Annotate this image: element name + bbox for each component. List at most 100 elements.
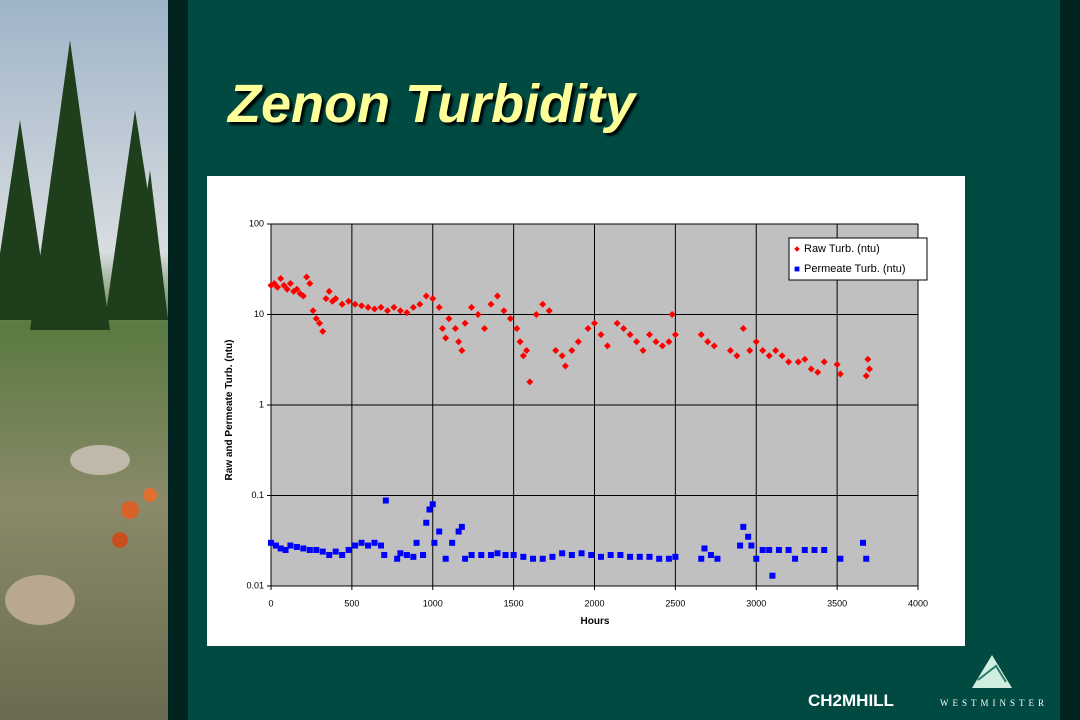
point bbox=[272, 542, 279, 549]
point bbox=[345, 297, 353, 305]
point bbox=[794, 358, 802, 366]
point bbox=[863, 555, 870, 562]
point bbox=[668, 311, 676, 318]
point bbox=[568, 347, 576, 355]
point bbox=[759, 347, 767, 355]
point bbox=[403, 552, 410, 559]
point bbox=[710, 342, 718, 350]
point bbox=[506, 315, 514, 323]
point bbox=[390, 303, 398, 311]
point bbox=[458, 523, 465, 530]
y-tick-label: 10 bbox=[254, 309, 264, 319]
point bbox=[785, 358, 793, 366]
point bbox=[671, 331, 679, 339]
point bbox=[836, 370, 844, 378]
point bbox=[552, 347, 560, 355]
point bbox=[474, 311, 482, 318]
point bbox=[429, 295, 437, 303]
point bbox=[568, 552, 575, 559]
point bbox=[325, 287, 333, 295]
point bbox=[422, 292, 430, 300]
point bbox=[286, 280, 294, 288]
point bbox=[377, 303, 385, 311]
point bbox=[273, 283, 281, 291]
y-tick-label: 0.01 bbox=[246, 580, 264, 590]
point bbox=[468, 303, 476, 311]
point bbox=[584, 325, 592, 333]
point bbox=[707, 552, 714, 559]
point bbox=[513, 325, 521, 333]
marks bbox=[267, 223, 919, 590]
point bbox=[338, 300, 346, 308]
point bbox=[358, 302, 366, 310]
point bbox=[502, 552, 509, 559]
point bbox=[487, 552, 494, 559]
point bbox=[821, 546, 828, 553]
point bbox=[277, 274, 285, 282]
point bbox=[458, 347, 466, 355]
point bbox=[591, 319, 598, 327]
point bbox=[382, 497, 389, 504]
point bbox=[500, 307, 508, 315]
point bbox=[364, 303, 372, 311]
point bbox=[449, 539, 456, 546]
point bbox=[745, 533, 752, 540]
point bbox=[701, 545, 708, 552]
point bbox=[371, 539, 378, 546]
x-tick-label: 4000 bbox=[908, 598, 928, 608]
point bbox=[526, 378, 534, 386]
point bbox=[445, 315, 453, 323]
point bbox=[306, 280, 314, 288]
point bbox=[811, 546, 818, 553]
x-tick-label: 3000 bbox=[746, 598, 766, 608]
x-tick-label: 3500 bbox=[827, 598, 847, 608]
point bbox=[478, 552, 485, 559]
point bbox=[714, 555, 721, 562]
y-axis-label: Raw and Permeate Turb. (ntu) bbox=[224, 340, 235, 481]
point bbox=[282, 546, 289, 553]
point bbox=[468, 552, 475, 559]
x-tick-label: 1500 bbox=[504, 598, 524, 608]
footer: CH2MHILL WESTMINSTER bbox=[808, 655, 1044, 710]
point bbox=[319, 548, 326, 555]
point bbox=[413, 539, 420, 546]
point bbox=[426, 506, 433, 513]
point bbox=[313, 546, 320, 553]
point bbox=[772, 347, 780, 355]
point bbox=[293, 285, 301, 293]
point bbox=[801, 355, 809, 363]
point bbox=[520, 553, 527, 560]
point bbox=[306, 546, 313, 553]
point bbox=[435, 303, 443, 311]
point bbox=[597, 553, 604, 560]
point bbox=[319, 327, 327, 335]
x-tick-label: 500 bbox=[344, 598, 359, 608]
point bbox=[545, 307, 553, 315]
y-tick-label: 100 bbox=[249, 218, 264, 228]
point bbox=[698, 555, 705, 562]
point bbox=[759, 546, 766, 553]
point bbox=[778, 352, 786, 360]
legend-marker bbox=[794, 246, 800, 252]
point bbox=[365, 542, 372, 549]
point bbox=[753, 555, 760, 562]
point bbox=[645, 331, 653, 339]
point bbox=[704, 338, 712, 346]
point bbox=[862, 372, 870, 380]
point bbox=[410, 553, 417, 560]
point bbox=[530, 555, 537, 562]
point bbox=[442, 555, 449, 562]
point bbox=[636, 553, 643, 560]
point bbox=[309, 307, 317, 315]
point bbox=[351, 300, 359, 308]
y-tick-label: 1 bbox=[259, 399, 264, 409]
x-tick-label: 2500 bbox=[665, 598, 685, 608]
point bbox=[785, 546, 792, 553]
point bbox=[559, 550, 566, 557]
point bbox=[403, 309, 411, 317]
point bbox=[381, 552, 388, 559]
footer-logo: CH2MHILL bbox=[808, 691, 894, 710]
point bbox=[574, 338, 582, 346]
point bbox=[332, 548, 339, 555]
